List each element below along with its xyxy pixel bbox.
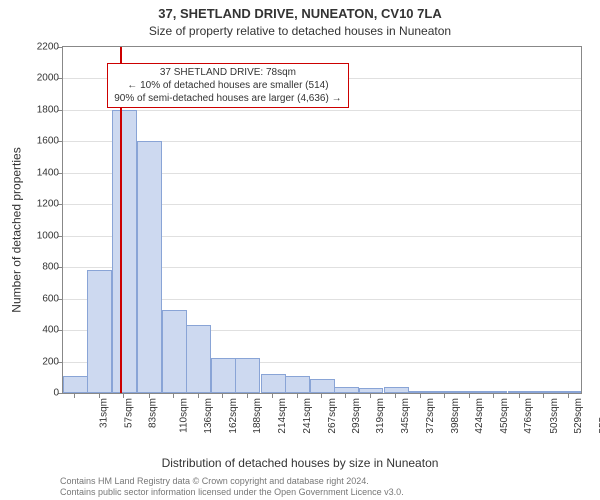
x-tick-mark (99, 393, 100, 398)
x-tick-label: 450sqm (499, 398, 510, 434)
x-tick-mark (568, 393, 569, 398)
annotation-line: ← 10% of detached houses are smaller (51… (114, 79, 341, 92)
bar (112, 110, 137, 393)
x-tick-mark (444, 393, 445, 398)
bar (334, 387, 359, 393)
x-tick-row: 31sqm 57sqm 83sqm 110sqm 136sqm 162sqm 188sqm 2… (62, 394, 582, 444)
chart-container: 37, SHETLAND DRIVE, NUNEATON, CV10 7LA S… (0, 0, 600, 500)
y-tick-label: 1000 (37, 230, 59, 241)
y-tick-label: 200 (42, 356, 59, 367)
x-tick-label: 83sqm (148, 398, 159, 428)
x-tick-label: 267sqm (327, 398, 338, 434)
x-tick-label: 57sqm (123, 398, 134, 428)
y-tick-label: 1600 (37, 136, 59, 147)
bar (482, 391, 507, 393)
x-tick-mark (297, 393, 298, 398)
bar (359, 388, 384, 394)
annotation-line: 37 SHETLAND DRIVE: 78sqm (114, 66, 341, 79)
x-tick-label: 529sqm (573, 398, 584, 434)
x-tick-label: 476sqm (523, 398, 534, 434)
x-tick-mark (395, 393, 396, 398)
bar (162, 310, 187, 393)
x-tick-mark (272, 393, 273, 398)
plot-area: 0200400600800100012001400160018002000220… (62, 46, 582, 394)
x-tick-mark (370, 393, 371, 398)
y-tick-label: 1400 (37, 167, 59, 178)
x-tick-label: 214sqm (277, 398, 288, 434)
x-tick-label: 372sqm (425, 398, 436, 434)
annotation-line: 90% of semi-detached houses are larger (… (114, 92, 341, 105)
x-tick-label: 319sqm (376, 398, 387, 434)
y-tick-label: 1200 (37, 199, 59, 210)
bar (211, 358, 236, 393)
page-title-line2: Size of property relative to detached ho… (0, 24, 600, 38)
x-tick-mark (345, 393, 346, 398)
y-tick-label: 800 (42, 262, 59, 273)
bar (137, 141, 162, 393)
bar (532, 391, 557, 393)
x-tick-label: 345sqm (400, 398, 411, 434)
footnote: Contains HM Land Registry data © Crown c… (60, 476, 404, 498)
footnote-line1: Contains HM Land Registry data © Crown c… (60, 476, 404, 487)
bar (285, 376, 310, 393)
x-tick-mark (321, 393, 322, 398)
y-tick-label: 1800 (37, 104, 59, 115)
x-tick-label: 398sqm (450, 398, 461, 434)
footnote-line2: Contains public sector information licen… (60, 487, 404, 498)
bar (63, 376, 88, 393)
bar (235, 358, 260, 393)
bar (409, 391, 434, 393)
x-tick-label: 424sqm (474, 398, 485, 434)
x-tick-mark (74, 393, 75, 398)
bar (433, 391, 458, 393)
y-tick-label: 2000 (37, 73, 59, 84)
x-tick-label: 136sqm (203, 398, 214, 434)
bar (310, 379, 335, 393)
y-axis-label: Number of detached properties (10, 147, 24, 312)
x-tick-mark (222, 393, 223, 398)
y-tick-label: 0 (53, 388, 59, 399)
y-tick-label: 400 (42, 325, 59, 336)
x-tick-mark (173, 393, 174, 398)
x-tick-mark (247, 393, 248, 398)
bar (458, 391, 483, 393)
x-tick-label: 162sqm (228, 398, 239, 434)
x-tick-mark (519, 393, 520, 398)
x-tick-mark (123, 393, 124, 398)
bar (87, 270, 112, 393)
page-title-line1: 37, SHETLAND DRIVE, NUNEATON, CV10 7LA (0, 6, 600, 21)
x-tick-mark (198, 393, 199, 398)
x-tick-mark (469, 393, 470, 398)
x-tick-label: 293sqm (351, 398, 362, 434)
x-tick-label: 503sqm (549, 398, 560, 434)
x-tick-mark (543, 393, 544, 398)
x-axis-label: Distribution of detached houses by size … (0, 456, 600, 470)
annotation-box: 37 SHETLAND DRIVE: 78sqm← 10% of detache… (107, 63, 348, 108)
bar (384, 387, 409, 393)
x-tick-mark (420, 393, 421, 398)
bar (186, 325, 211, 393)
x-tick-label: 188sqm (252, 398, 263, 434)
bar (557, 391, 582, 393)
x-tick-mark (493, 393, 494, 398)
x-tick-label: 110sqm (178, 398, 189, 433)
x-tick-label: 241sqm (302, 398, 313, 434)
gridline-h (63, 110, 581, 111)
bar (261, 374, 286, 393)
y-tick-label: 600 (42, 293, 59, 304)
x-tick-mark (149, 393, 150, 398)
y-tick-label: 2200 (37, 42, 59, 53)
x-tick-label: 31sqm (99, 398, 110, 428)
bar (508, 391, 533, 393)
